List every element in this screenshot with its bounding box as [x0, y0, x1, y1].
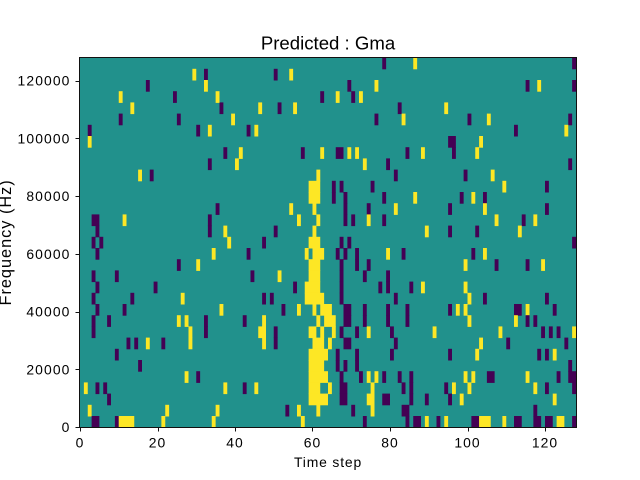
svg-text:100: 100: [454, 435, 480, 451]
svg-text:20: 20: [149, 435, 166, 451]
svg-text:80000: 80000: [26, 188, 70, 204]
svg-text:Time step: Time step: [294, 454, 362, 470]
svg-text:Predicted : Gma: Predicted : Gma: [261, 32, 396, 53]
svg-text:100000: 100000: [18, 130, 71, 146]
svg-text:40000: 40000: [26, 304, 70, 320]
svg-text:120000: 120000: [18, 73, 71, 89]
svg-text:40: 40: [226, 435, 243, 451]
svg-text:Frequency (Hz): Frequency (Hz): [0, 179, 15, 305]
svg-text:0: 0: [76, 435, 85, 451]
svg-text:120: 120: [532, 435, 558, 451]
svg-text:20000: 20000: [26, 361, 70, 377]
svg-text:60: 60: [304, 435, 321, 451]
svg-text:60000: 60000: [26, 246, 70, 262]
svg-text:80: 80: [381, 435, 398, 451]
svg-text:0: 0: [62, 419, 71, 435]
